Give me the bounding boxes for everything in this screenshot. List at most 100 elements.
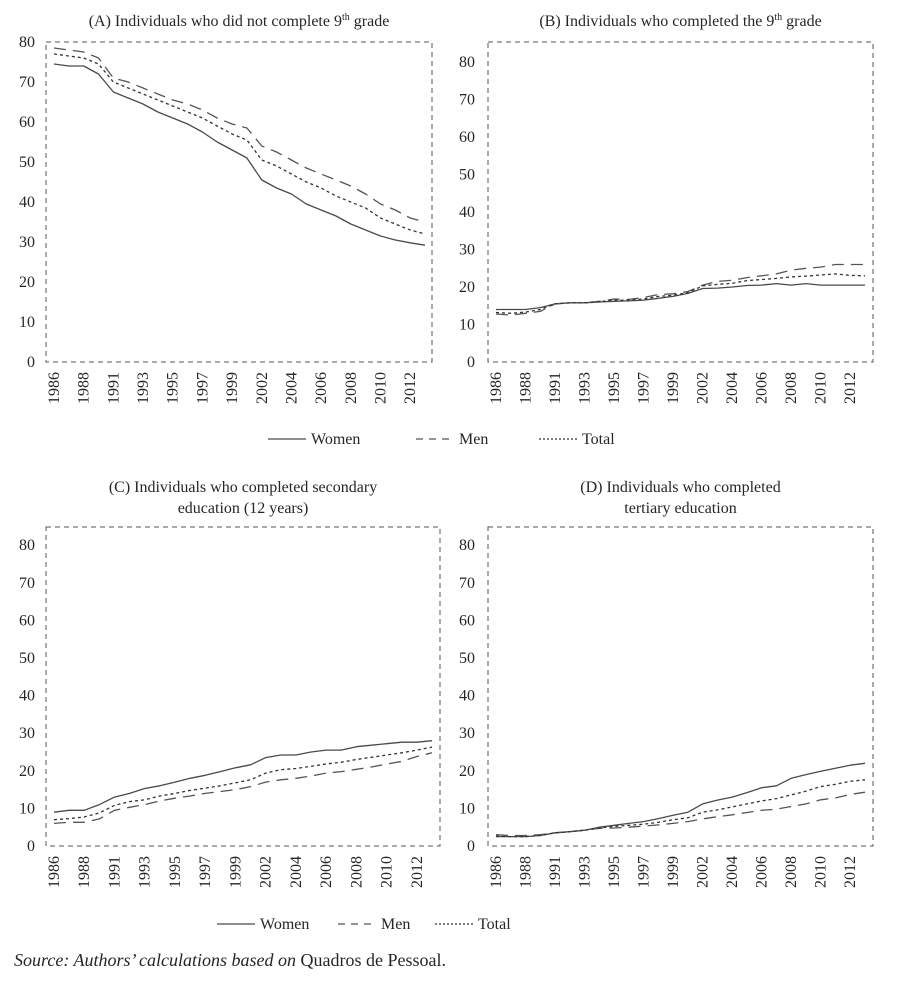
x-tick-label: 1999 [665,372,682,404]
legend-label-women: Women [311,431,360,448]
y-tick-label: 10 [459,800,475,817]
legend: Women Men Total [217,916,511,933]
x-tick-label: 1991 [106,856,123,888]
x-tick-label: 2010 [372,372,389,404]
plot-frame [45,526,441,847]
x-tick-label: 1991 [547,372,564,404]
x-tick-label: 1997 [197,856,214,888]
x-tick-label: 2008 [783,372,800,404]
y-tick-label: 10 [19,314,35,331]
y-tick-label: 80 [19,34,35,51]
x-tick-label: 2006 [754,856,771,888]
x-tick-label: 2006 [754,372,771,404]
plot-frame [45,41,433,363]
x-tick-label: 1997 [636,372,653,404]
x-tick-label: 1997 [194,372,211,404]
panel-title-line: tertiary education [624,500,736,517]
series-line-women [53,740,433,813]
series-line-women [496,762,866,838]
panel-title-main: (B) Individuals who completed the 9 [539,13,774,30]
y-tick-label: 20 [459,763,475,780]
y-tick-label: 0 [27,838,35,855]
y-tick-label: 60 [459,612,475,629]
source-note: Source: Authors’ calculations based on Q… [14,950,446,971]
panel-b: (B) Individuals who completed the 9th gr… [459,12,874,404]
x-tick-label: 2012 [842,856,859,888]
panel-title-main: (A) Individuals who did not complete 9 [89,13,342,30]
series-line-total [495,779,866,838]
x-tick-label: 1993 [135,372,152,404]
y-tick-label: 70 [459,575,475,592]
x-tick-label: 1995 [606,372,623,404]
x-tick-label: 1988 [76,856,93,888]
y-tick-label: 70 [19,575,35,592]
x-tick-label: 1988 [76,372,93,404]
x-tick-label: 2002 [258,856,275,888]
legend-label-women: Women [260,916,309,933]
y-tick-label: 10 [459,317,475,334]
legend-item-men: Men [416,431,488,448]
y-tick-label: 50 [19,650,35,667]
legend-label-total: Total [582,431,615,448]
panel-title-line: (D) Individuals who completed [580,479,780,496]
x-tick-label: 1993 [137,856,154,888]
legend-label-men: Men [459,431,488,448]
panel-title-sup: th [774,12,782,23]
series-line-total [53,53,426,235]
x-tick-label: 2012 [842,372,859,404]
panel-title: (B) Individuals who completed the 9th gr… [539,12,821,30]
y-tick-label: 50 [459,167,475,184]
legend-item-women: Women [268,431,360,448]
x-tick-label: 2006 [318,856,335,888]
x-tick-label: 1993 [577,856,594,888]
x-tick-label: 2004 [724,372,741,404]
x-tick-label: 2010 [813,856,830,888]
panel-d: (D) Individuals who completed tertiary ed… [459,479,874,888]
legend-label-total: Total [478,916,511,933]
panel-title-sup: th [342,12,350,23]
panel-title-line: (C) Individuals who completed secondary [109,479,377,496]
legend-item-total: Total [435,916,511,933]
series-line-men [495,263,865,316]
x-tick-label: 2002 [695,372,712,404]
x-tick-label: 2002 [695,856,712,888]
x-tick-label: 1986 [46,856,63,888]
legend-item-total: Total [539,431,615,448]
legend-item-men: Men [338,916,410,933]
y-tick-label: 20 [459,279,475,296]
y-tick-label: 0 [467,354,475,371]
x-tick-label: 2008 [783,856,800,888]
x-tick-label: 2004 [283,372,300,404]
x-tick-label: 1991 [547,856,564,888]
y-tick-label: 20 [19,763,35,780]
x-tick-label: 1988 [518,372,535,404]
y-tick-label: 50 [19,154,35,171]
y-tick-label: 60 [19,114,35,131]
x-tick-label: 1993 [577,372,594,404]
x-tick-label: 1995 [167,856,184,888]
y-tick-label: 40 [19,194,35,211]
y-tick-label: 0 [27,354,35,371]
x-tick-label: 2004 [724,856,741,888]
x-tick-label: 2012 [409,856,426,888]
legend-item-women: Women [217,916,309,933]
y-tick-label: 0 [467,838,475,855]
x-tick-label: 2010 [813,372,830,404]
panel-title: (A) Individuals who did not complete 9th… [89,12,390,30]
x-tick-label: 1986 [488,372,505,404]
y-tick-label: 40 [19,688,35,705]
y-tick-label: 60 [19,612,35,629]
x-tick-label: 2010 [379,856,396,888]
series-line-women [53,63,426,246]
series-line-total [53,746,433,821]
x-tick-label: 2002 [254,372,271,404]
y-tick-label: 30 [459,242,475,259]
series-line-men [53,47,426,223]
panel-title-end: grade [782,13,822,30]
y-tick-label: 10 [19,800,35,817]
x-tick-label: 1999 [227,856,244,888]
x-tick-label: 1991 [105,372,122,404]
legend-label-men: Men [381,916,410,933]
y-tick-label: 60 [459,129,475,146]
